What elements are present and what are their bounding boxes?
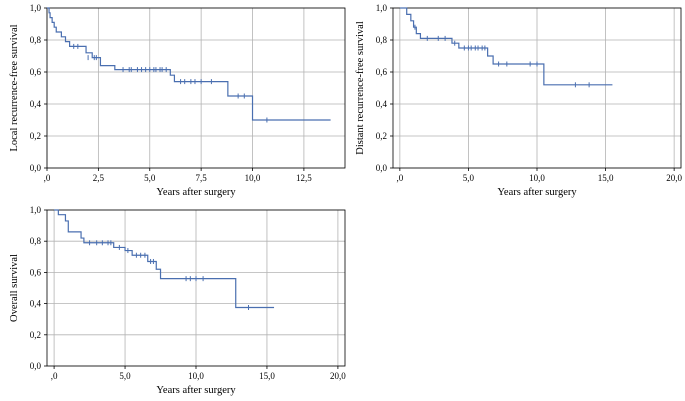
x-tick-label: 5,0 [463,173,475,183]
y-axis-title: Distant recurrence-free survival [355,21,366,155]
y-axis-title: Overall survival [9,254,20,322]
x-tick-label: 5,0 [119,371,131,381]
y-tick-label: 0,0 [30,361,42,371]
x-tick-label: ,0 [51,371,58,381]
x-tick-label: 10,0 [245,173,261,183]
x-tick-label: ,0 [44,173,51,183]
y-tick-label: 0,4 [376,99,388,109]
y-tick-label: 0,6 [30,67,42,77]
survival-step-line [47,7,331,121]
y-tick-label: 0,0 [376,163,388,173]
y-tick-label: 0,2 [376,131,387,141]
y-tick-label: 0,6 [376,67,388,77]
y-tick-label: 1,0 [30,3,42,13]
x-tick-label: 15,0 [259,371,275,381]
y-tick-label: 0,4 [30,99,42,109]
chart-panel-1: ,0 2,5 5,0 7,5 10,0 12,5 0,0 0,2 0,4 0,6 0,8 1,0 Yea… [9,3,346,198]
survival-step-line [399,7,613,86]
y-tick-label: 0,2 [30,330,41,340]
y-tick-label: 0,4 [30,299,42,309]
x-axis-title: Years after surgery [497,187,577,198]
x-tick-label: 12,5 [296,173,312,183]
x-tick-label: 15,0 [598,173,614,183]
y-tick-label: 0,8 [30,236,42,246]
survival-step-line [54,209,275,309]
x-axis-title: Years after surgery [156,385,236,396]
y-tick-label: 0,2 [30,131,41,141]
y-tick-label: 0,8 [30,35,42,45]
plot-frame [46,7,346,169]
x-tick-label: 20,0 [666,173,682,183]
x-tick-label: 7,5 [196,173,208,183]
y-tick-label: 0,8 [376,35,388,45]
x-tick-label: ,0 [396,173,403,183]
x-tick-label: 20,0 [330,371,346,381]
y-axis-title: Local recurrence-free survival [9,24,20,151]
y-tick-label: 0,0 [30,163,42,173]
y-tick-label: 1,0 [30,205,42,215]
y-tick-label: 1,0 [376,3,388,13]
chart-panel-2: ,0 5,0 10,0 15,0 20,0 0,0 0,2 0,4 0,6 0,8 1,0 Years… [355,3,683,198]
x-axis-title: Years after surgery [156,187,236,198]
chart-panel-3: ,0 5,0 10,0 15,0 20,0 0,0 0,2 0,4 0,6 0,8 1,0 Years… [9,205,346,396]
x-tick-label: 10,0 [529,173,545,183]
y-tick-label: 0,6 [30,267,42,277]
x-tick-label: 10,0 [188,371,204,381]
x-tick-label: 5,0 [144,173,156,183]
x-tick-label: 2,5 [93,173,105,183]
